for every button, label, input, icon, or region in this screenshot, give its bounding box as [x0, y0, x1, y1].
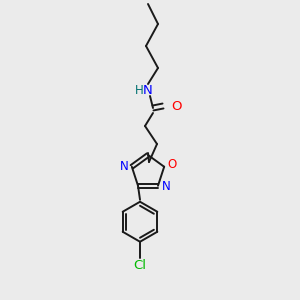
Text: N: N	[119, 160, 128, 173]
Text: N: N	[143, 83, 153, 97]
Text: O: O	[167, 158, 177, 171]
Text: N: N	[162, 180, 170, 193]
Text: Cl: Cl	[134, 259, 146, 272]
Text: O: O	[171, 100, 181, 112]
Text: H: H	[135, 83, 143, 97]
